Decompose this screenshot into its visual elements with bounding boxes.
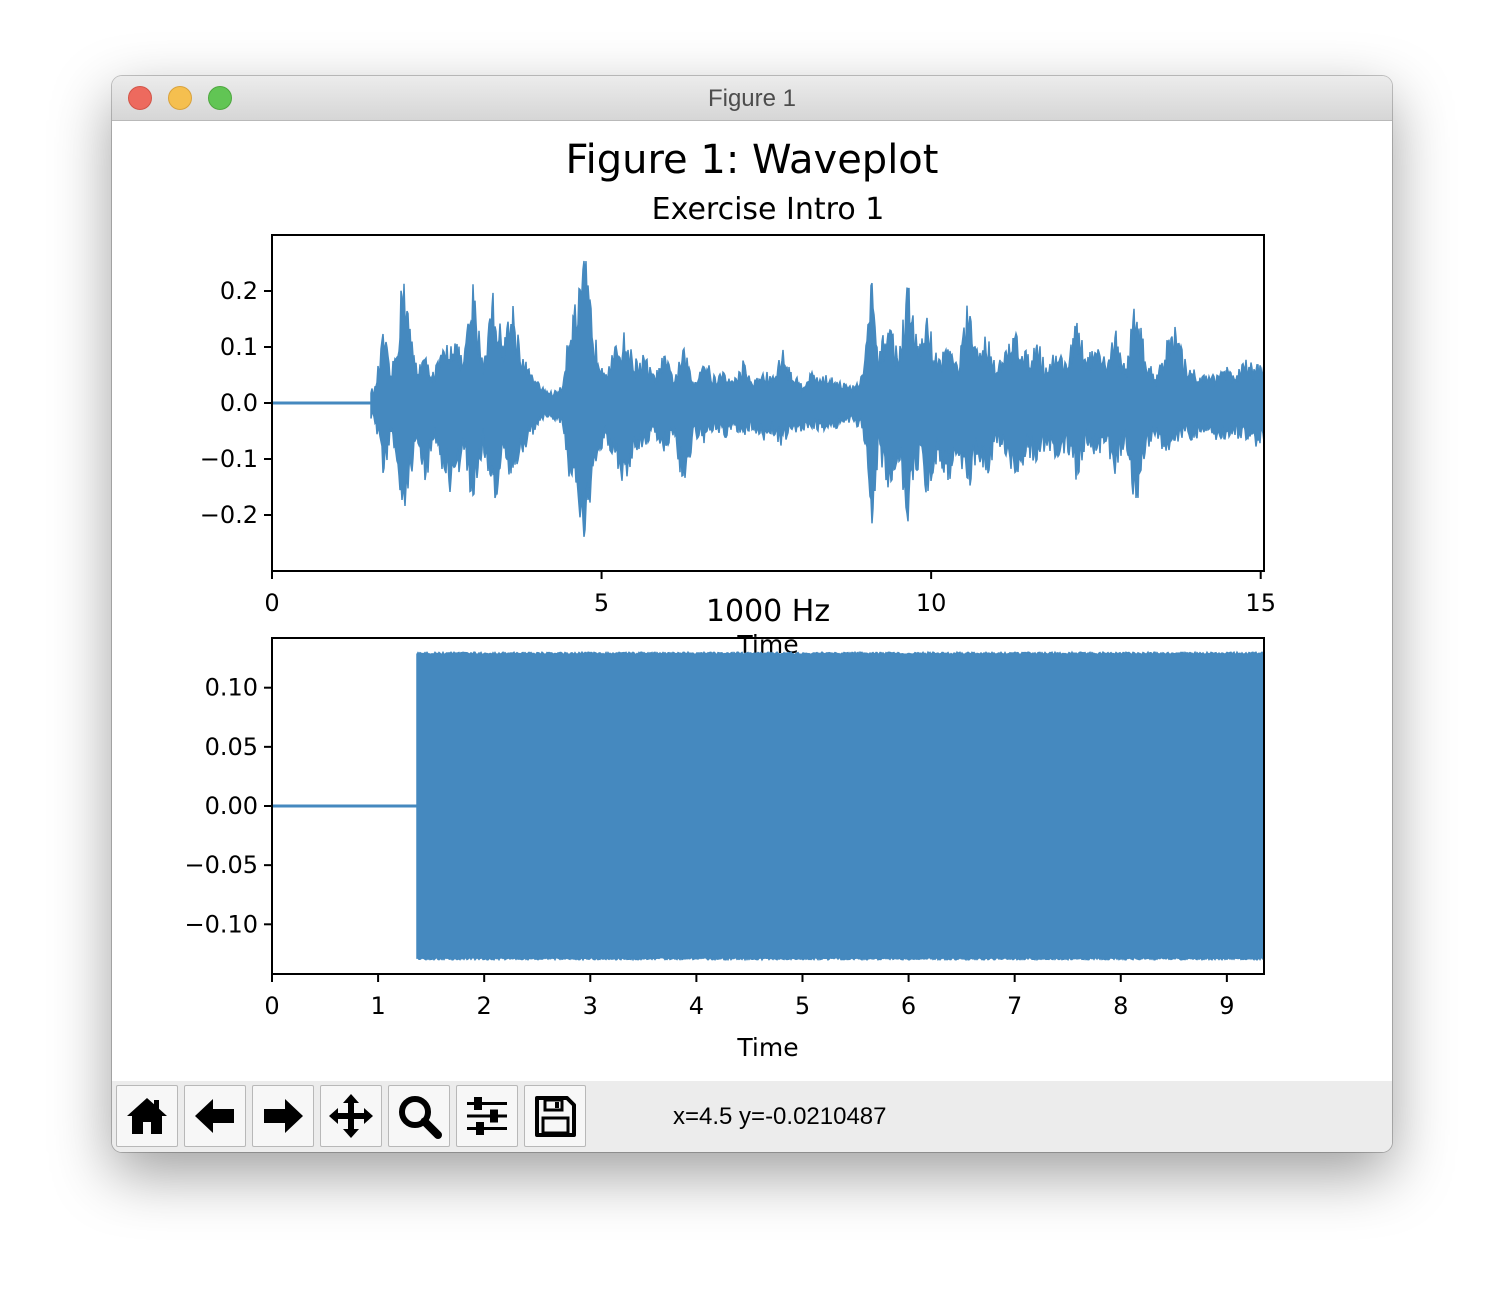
x-tick-label: 8 xyxy=(1113,992,1128,1020)
x-tick-label: 15 xyxy=(1245,589,1276,617)
y-tick-label: −0.2 xyxy=(200,501,258,529)
y-tick-label: 0.05 xyxy=(205,733,258,761)
close-window-button[interactable] xyxy=(128,86,152,110)
axes-title: Exercise Intro 1 xyxy=(652,192,885,227)
axes-1000hz[interactable]: 0 1 2 3 4 5 6 7 8 9 0.10 0.05 0.00 −0.05 −0.10 Time 1000… xyxy=(184,594,1265,1062)
y-tick-label: −0.10 xyxy=(184,910,258,938)
pan-button[interactable] xyxy=(320,1085,382,1147)
navigation-toolbar: x=4.5 y=-0.0210487 xyxy=(112,1081,1392,1152)
home-button[interactable] xyxy=(116,1085,178,1147)
x-tick-label: 0 xyxy=(264,992,279,1020)
figure-canvas[interactable]: Figure 1: Waveplot 0 5 10 150.20.10.0−0.1−0… xyxy=(112,121,1392,1081)
x-tick-label: 5 xyxy=(795,992,810,1020)
waveform-series xyxy=(370,260,1264,537)
x-axis-label: Time xyxy=(736,1033,798,1062)
y-tick-label: 0.00 xyxy=(205,792,258,820)
cursor-coordinates: x=4.5 y=-0.0210487 xyxy=(673,1103,887,1130)
floppy-disk-icon xyxy=(535,1096,576,1137)
y-tick-label: −0.05 xyxy=(184,851,258,879)
save-button[interactable] xyxy=(524,1085,586,1147)
y-tick-label: 0.2 xyxy=(220,277,258,305)
magnifier-icon xyxy=(399,1096,442,1139)
figure-window: Figure 1 Figure 1: Waveplot 0 5 10 15 0.2 0.1… xyxy=(112,76,1392,1152)
x-tick-label: 7 xyxy=(1007,992,1022,1020)
window-title: Figure 1 xyxy=(707,85,797,112)
x-tick-label: 3 xyxy=(583,992,598,1020)
y-tick-label: 0.0 xyxy=(220,389,258,417)
x-tick-label: 6 xyxy=(901,992,916,1020)
forward-button[interactable] xyxy=(252,1085,314,1147)
figure-suptitle: Figure 1: Waveplot xyxy=(566,137,939,183)
zoom-button[interactable] xyxy=(388,1085,450,1147)
move-icon xyxy=(329,1094,373,1138)
waveform-series xyxy=(416,650,1264,962)
arrow-right-icon xyxy=(264,1099,303,1133)
configure-subplots-button[interactable] xyxy=(456,1085,518,1147)
x-tick-label: 4 xyxy=(689,992,704,1020)
x-tick-label: 10 xyxy=(916,589,947,617)
maximize-window-button[interactable] xyxy=(208,86,232,110)
y-tick-label: 0.1 xyxy=(220,333,258,361)
x-tick-label: 5 xyxy=(594,589,609,617)
back-button[interactable] xyxy=(184,1085,246,1147)
arrow-left-icon xyxy=(195,1099,234,1133)
x-tick-label: 1 xyxy=(370,992,385,1020)
x-tick-label: 0 xyxy=(264,589,279,617)
axes-title: 1000 Hz xyxy=(706,594,830,629)
x-tick-label: 9 xyxy=(1219,992,1234,1020)
minimize-window-button[interactable] xyxy=(168,86,192,110)
y-tick-label: 0.10 xyxy=(205,674,258,702)
title-bar[interactable]: Figure 1 xyxy=(112,76,1392,121)
sliders-icon xyxy=(467,1097,507,1135)
x-tick-label: 2 xyxy=(477,992,492,1020)
y-tick-label: −0.1 xyxy=(200,445,258,473)
home-icon xyxy=(127,1098,167,1134)
